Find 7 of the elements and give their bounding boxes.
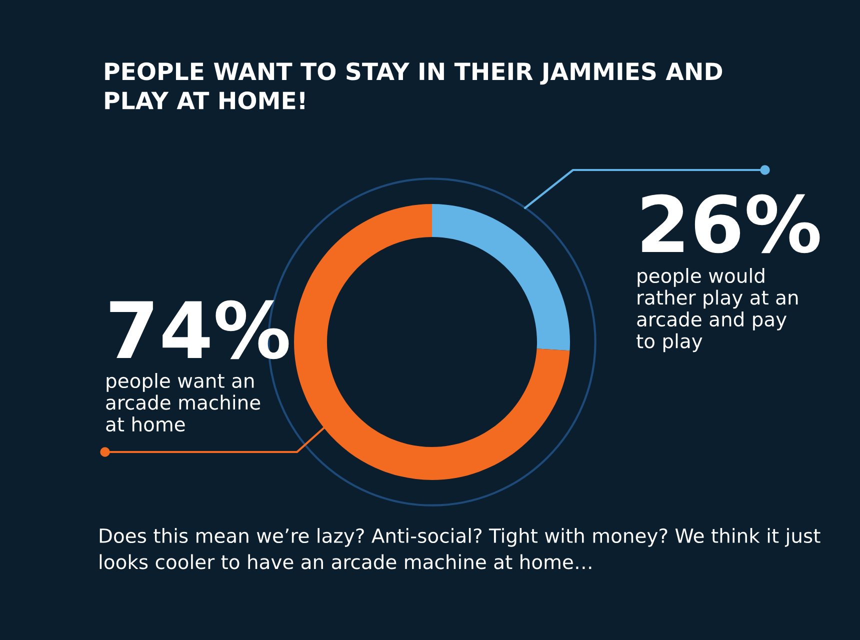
slice-label: people would rather play at an arcade and pay to play xyxy=(636,268,798,352)
chart-title: PEOPLE WANT TO STAY IN THEIR JAMMIES AND PLAY AT HOME! xyxy=(105,62,722,110)
data-label: 74% xyxy=(110,300,289,360)
donut-slice xyxy=(432,204,570,351)
text: Does this mean we’re lazy? Anti-social? Tight with money? We think it just looks cooler to have an arcade machine at home… xyxy=(100,528,820,570)
data-label: 26% xyxy=(642,194,820,254)
slice-label: people want an arcade machine at home xyxy=(106,373,260,432)
